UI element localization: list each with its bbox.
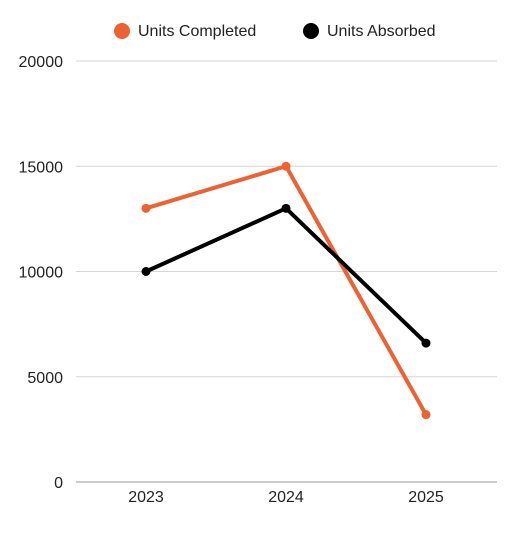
series-units-completed xyxy=(141,161,431,420)
legend-label-units-completed: Units Completed xyxy=(138,23,256,40)
y-tick-label: 20000 xyxy=(19,54,64,71)
legend-item-units-completed[interactable]: Units Completed xyxy=(114,23,256,40)
x-axis: 2023 2024 2025 xyxy=(128,489,444,506)
legend-item-units-absorbed[interactable]: Units Absorbed xyxy=(303,23,436,40)
series-line-units-completed xyxy=(144,164,428,417)
data-point-units-completed-2025[interactable] xyxy=(421,410,431,420)
data-point-units-absorbed-2023[interactable] xyxy=(141,267,151,276)
y-tick-label: 15000 xyxy=(19,159,64,176)
y-tick-label: 10000 xyxy=(19,265,64,282)
y-tick-label: 5000 xyxy=(27,370,63,387)
x-tick-label: 2025 xyxy=(408,489,444,506)
chart-legend: Units Completed Units Absorbed xyxy=(114,23,436,40)
data-point-units-completed-2024[interactable] xyxy=(281,161,291,171)
series-units-absorbed xyxy=(141,203,431,348)
series-layer xyxy=(141,161,431,420)
data-point-units-completed-2023[interactable] xyxy=(141,203,151,213)
legend-marker-units-completed xyxy=(114,23,130,39)
x-tick-label: 2023 xyxy=(128,489,164,506)
gridlines xyxy=(76,60,497,483)
data-point-units-absorbed-2024[interactable] xyxy=(281,203,291,213)
y-axis: 0 5000 10000 15000 20000 xyxy=(19,54,64,492)
legend-label-units-absorbed: Units Absorbed xyxy=(327,23,436,40)
legend-marker-units-absorbed xyxy=(303,23,319,39)
x-tick-label: 2024 xyxy=(268,489,304,506)
y-tick-label: 0 xyxy=(54,475,63,492)
data-point-units-absorbed-2025[interactable] xyxy=(421,338,431,348)
series-line-units-absorbed xyxy=(144,206,428,346)
